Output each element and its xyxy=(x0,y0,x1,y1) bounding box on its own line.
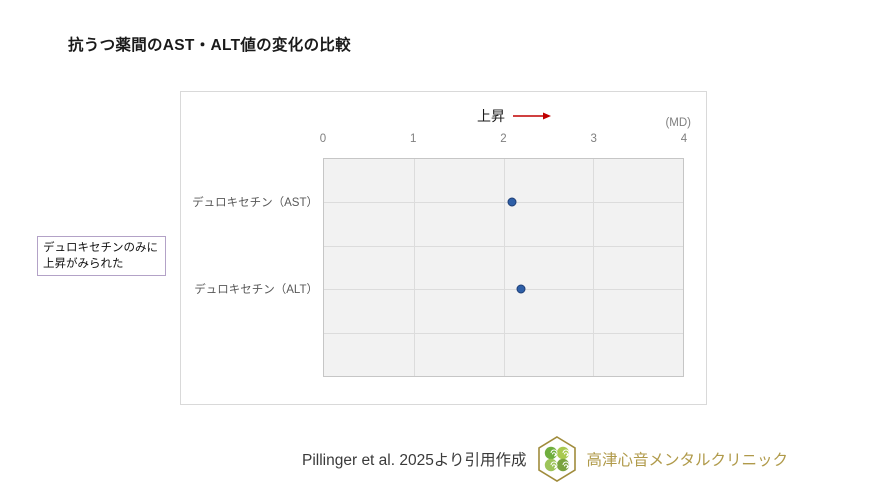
x-tick-label: 3 xyxy=(590,133,597,145)
horizontal-gridline xyxy=(324,245,683,247)
category-label: デュロキセチン（AST） xyxy=(192,196,318,209)
data-point xyxy=(507,197,517,207)
x-tick-label: 1 xyxy=(410,133,417,145)
annotation-callout-box: デュロキセチンのみに 上昇がみられた xyxy=(37,236,166,277)
footer: Pillinger et al. 2025より引用作成 高津心音メンタルクリニッ… xyxy=(302,436,788,482)
right-arrow-icon xyxy=(513,112,551,120)
vertical-gridline xyxy=(593,159,595,376)
x-axis-tick-labels: 0 1 2 3 4 xyxy=(319,133,688,149)
horizontal-gridline xyxy=(324,289,683,291)
chart-card: 上昇 (MD) 0 1 2 3 4 デュロキセチン（AST） デュロキセチン（ALT） xyxy=(180,91,707,405)
clinic-name: 高津心音メンタルクリニック xyxy=(586,452,789,469)
horizontal-gridline xyxy=(324,202,683,204)
category-label: デュロキセチン（ALT） xyxy=(194,284,318,297)
data-point xyxy=(516,284,526,294)
plot-area xyxy=(323,158,684,377)
horizontal-gridline xyxy=(324,332,683,334)
callout-line-1: デュロキセチンのみに xyxy=(43,242,158,254)
citation-text: Pillinger et al. 2025より引用作成 xyxy=(302,452,527,469)
category-row-labels: デュロキセチン（AST） デュロキセチン（ALT） xyxy=(181,158,318,377)
rise-direction-annotation: 上昇 xyxy=(477,106,552,126)
vertical-gridline xyxy=(503,159,505,376)
x-tick-label: 0 xyxy=(319,133,327,145)
clinic-logo-icon xyxy=(537,436,576,482)
page-title: 抗うつ薬間のAST・ALT値の変化の比較 xyxy=(68,37,351,54)
rise-label: 上昇 xyxy=(477,108,505,124)
x-tick-label: 2 xyxy=(500,133,507,145)
callout-line-2: 上昇がみられた xyxy=(43,258,124,271)
vertical-gridline xyxy=(413,159,415,376)
x-tick-label: 4 xyxy=(680,133,688,145)
axis-unit-label: (MD) xyxy=(665,117,691,129)
